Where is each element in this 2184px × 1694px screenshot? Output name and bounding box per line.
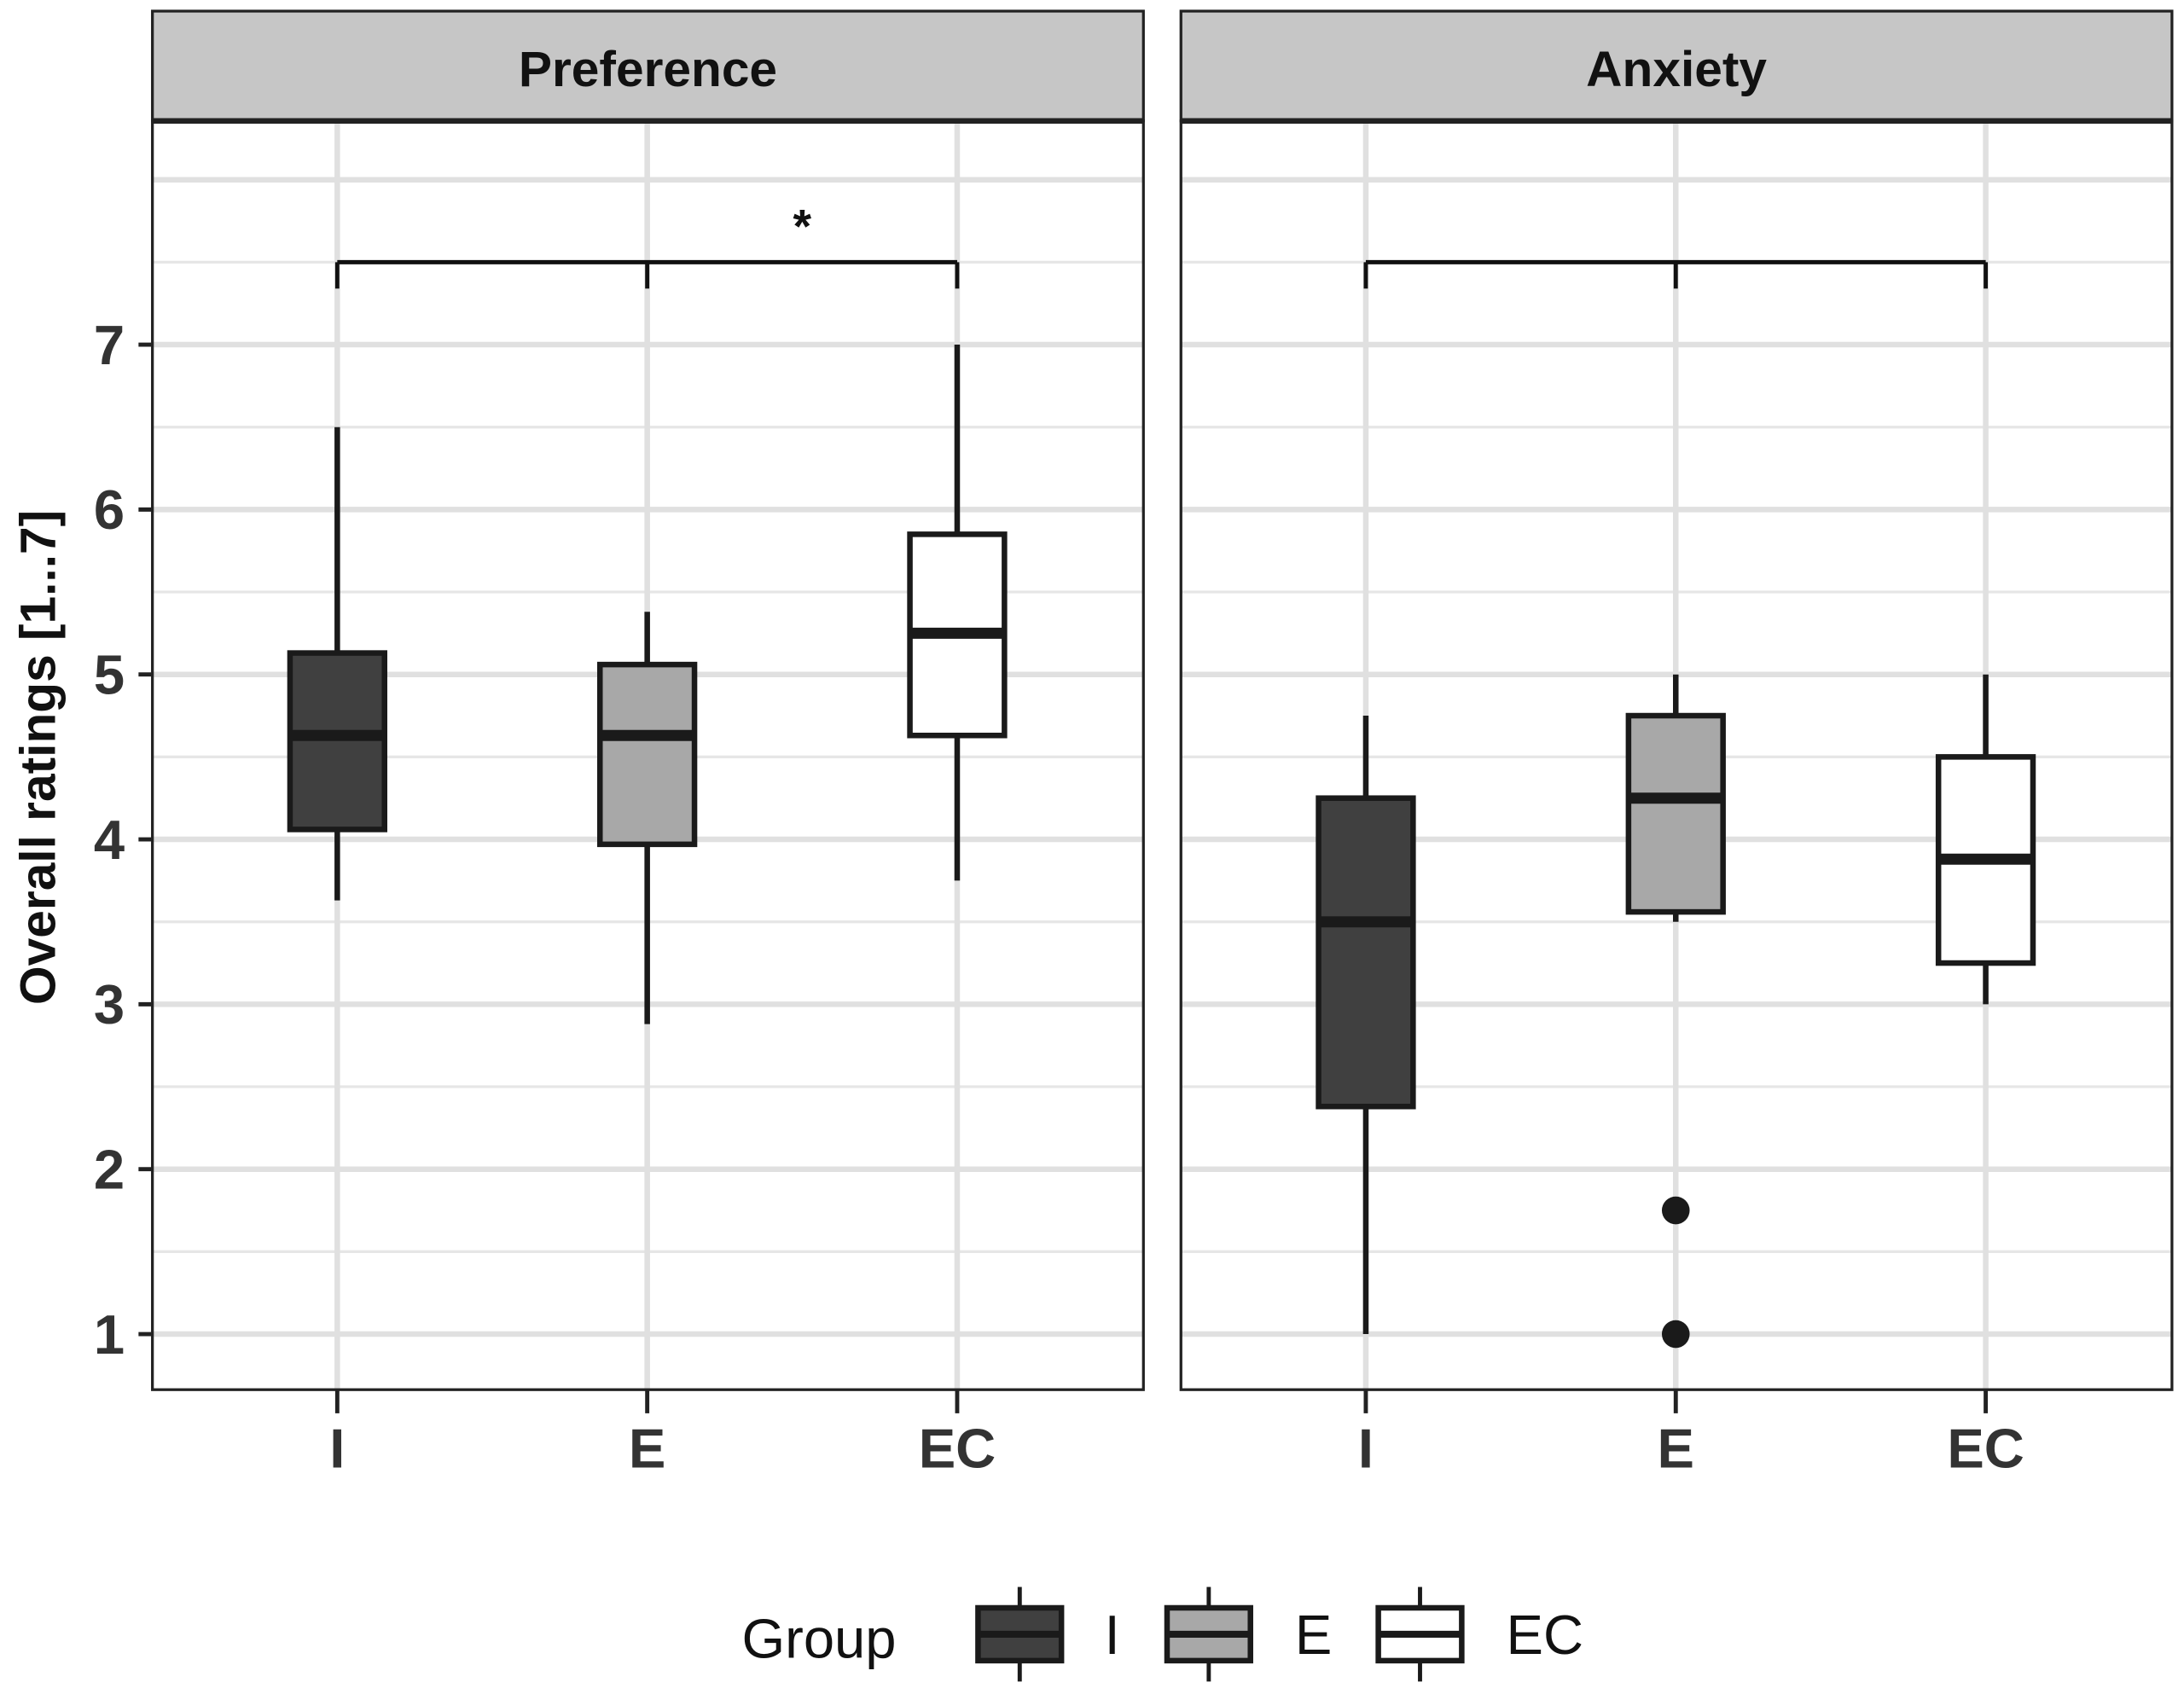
panel-preference: Preference * I E EC [151,9,1145,1479]
legend-title: Group [741,1608,896,1670]
panel-anxiety: Anxiety I E EC [1179,9,2174,1479]
y-tick-label: 3 [94,973,125,1036]
significance-label: * [793,200,812,253]
y-axis-title: Overall ratings [1...7] [11,510,67,1005]
legend: Group I E EC [741,1587,1583,1682]
y-tick-label: 6 [94,479,125,541]
outlier-point [1661,1320,1690,1349]
box-e [597,612,698,1024]
facet-strip [1179,9,2174,123]
legend-item-ec: EC [1375,1587,1584,1682]
box-ec [907,345,1008,881]
facet-title: Anxiety [1586,42,1767,97]
x-tick-label: E [1658,1417,1694,1479]
box-i [287,426,387,901]
x-tick-label: I [1358,1417,1374,1479]
facet-title: Preference [519,42,777,97]
y-tick-label: 5 [94,644,125,706]
legend-label: EC [1507,1604,1584,1666]
x-tick-label: EC [1947,1417,2024,1479]
legend-item-e: E [1164,1587,1332,1682]
x-tick-label: E [629,1417,665,1479]
y-tick-label: 1 [94,1303,125,1366]
y-tick-label: 2 [94,1139,125,1201]
box-iqr [1316,795,1416,1110]
legend-label: I [1105,1604,1120,1666]
x-tick-label: EC [919,1417,996,1479]
y-axis-ticks: 1 2 3 4 5 6 7 [94,314,153,1366]
box-i [1316,716,1416,1335]
legend-item-i: I [975,1587,1120,1682]
legend-label: E [1295,1604,1332,1666]
y-tick-label: 4 [94,809,125,871]
panels: Preference * I E EC Anxiety I E EC [151,9,2174,1479]
box-ec [1935,674,2036,1005]
box-iqr [597,661,698,848]
x-tick-label: I [329,1417,345,1479]
box-iqr [287,650,387,832]
facet-strip [151,9,1145,123]
outlier-point [1661,1196,1690,1225]
box-e [1625,674,1726,1349]
y-tick-label: 7 [94,314,125,376]
box-iqr [1625,712,1726,915]
